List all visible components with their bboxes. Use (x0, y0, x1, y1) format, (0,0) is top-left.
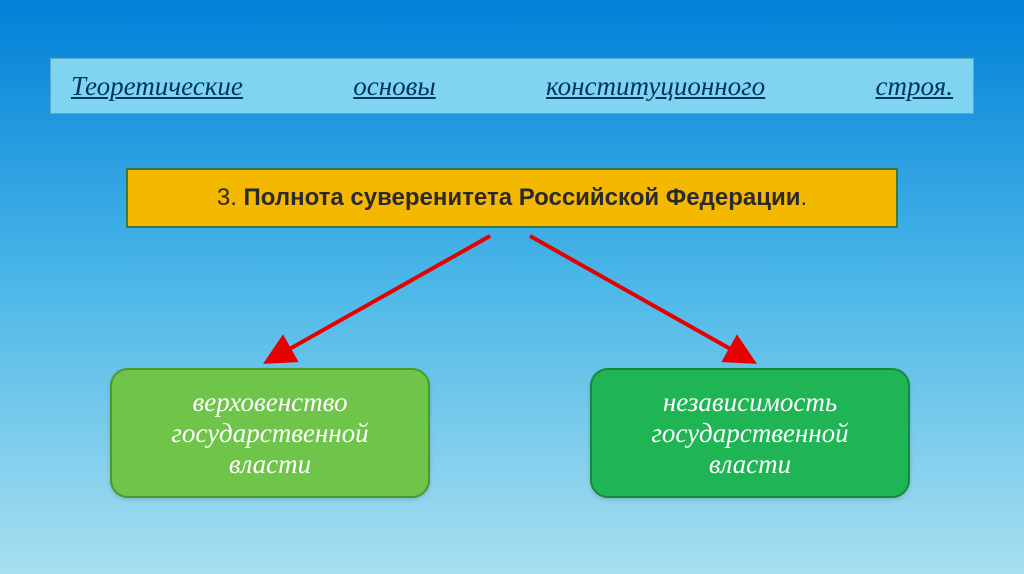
subtitle-trailing: . (800, 184, 807, 211)
arrows-svg (0, 228, 1024, 388)
title-word-1: Теоретические (71, 71, 243, 102)
node-left-text: верховенство государственной власти (132, 387, 408, 480)
arrow-left (270, 236, 490, 360)
node-left: верховенство государственной власти (110, 368, 430, 498)
title-text: Теоретические основы конституционного ст… (71, 71, 953, 102)
arrow-right (530, 236, 750, 360)
title-word-4: строя. (876, 71, 953, 102)
node-right: независимость государственной власти (590, 368, 910, 498)
subtitle-number: 3. (217, 184, 237, 211)
title-word-2: основы (353, 71, 435, 102)
subtitle-box: 3. Полнота суверенитета Российской Федер… (126, 168, 898, 228)
node-right-text: независимость государственной власти (612, 387, 888, 480)
subtitle-main: Полнота суверенитета Российской Федераци… (244, 184, 801, 211)
title-word-3: конституционного (546, 71, 765, 102)
title-box: Теоретические основы конституционного ст… (50, 58, 974, 114)
subtitle-text: 3. Полнота суверенитета Российской Федер… (217, 184, 807, 212)
